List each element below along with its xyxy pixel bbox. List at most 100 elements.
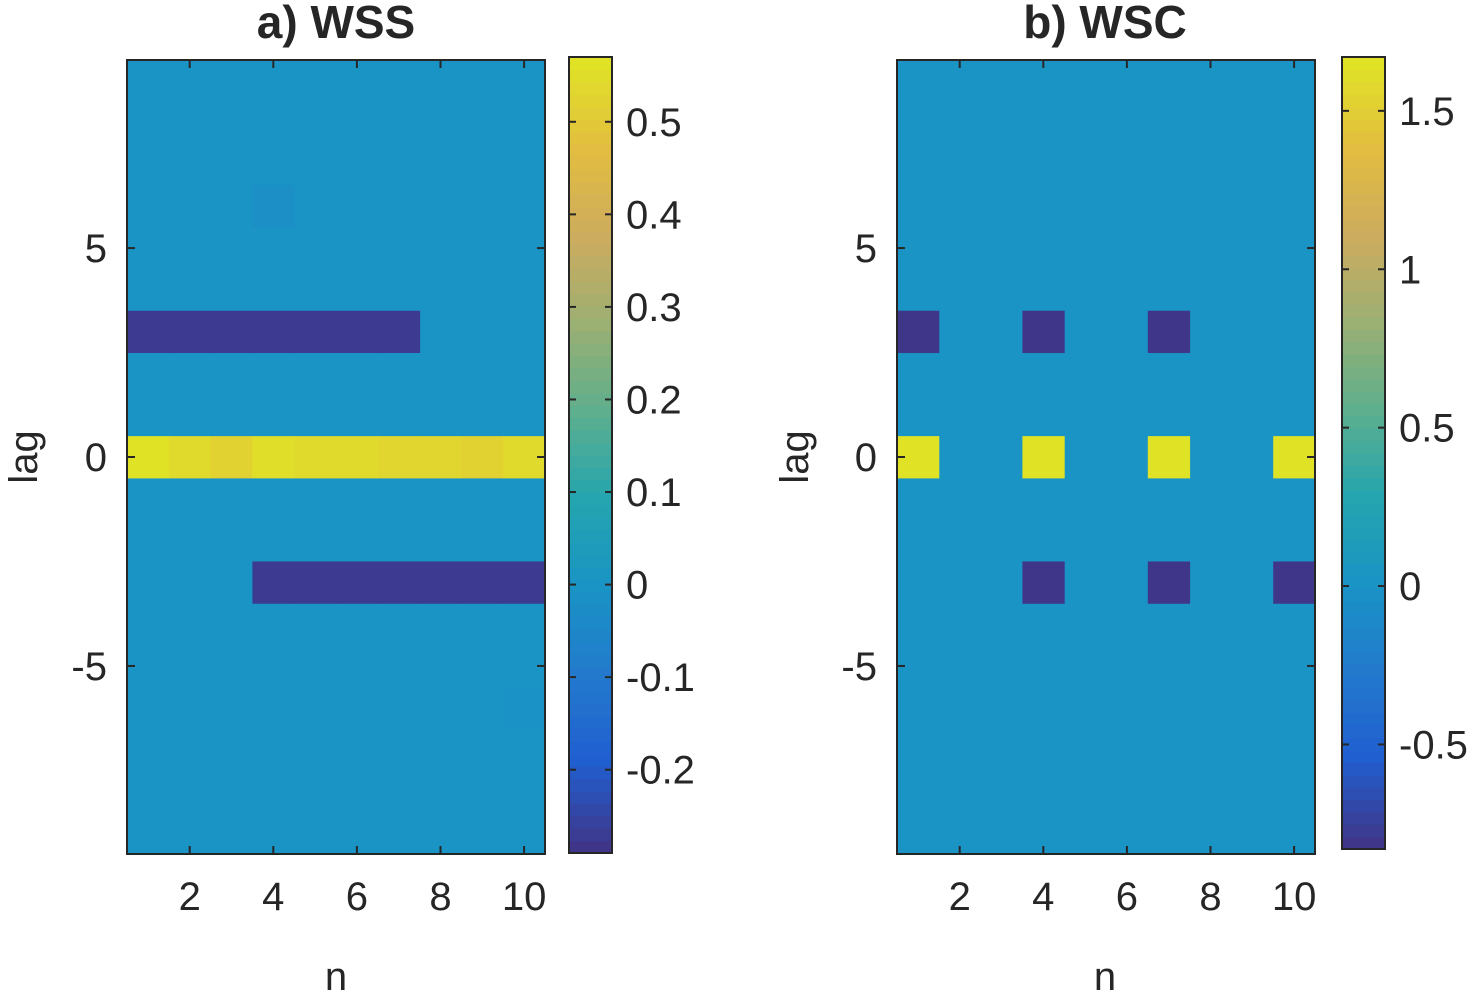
colorbar-step xyxy=(1342,230,1385,244)
colorbar-step xyxy=(569,417,612,431)
colorbar-step xyxy=(569,591,612,605)
colorbar-step xyxy=(569,753,612,767)
panel-b-heatmap xyxy=(897,60,1316,854)
colorbar-step xyxy=(569,691,612,705)
colorbar-step xyxy=(1342,737,1385,751)
colorbar-step xyxy=(1342,836,1385,850)
panel-a-x-label: n xyxy=(325,955,347,996)
colorbar-step xyxy=(569,355,612,369)
colorbar-step xyxy=(1342,391,1385,405)
colorbar-step xyxy=(569,57,612,71)
colorbar-step xyxy=(1342,354,1385,367)
colorbar-step xyxy=(1342,217,1385,231)
colorbar-step xyxy=(569,492,612,506)
colorbar-step xyxy=(1342,168,1385,182)
heatmap-cell xyxy=(336,436,379,479)
colorbar-step xyxy=(569,367,612,381)
colorbar-step xyxy=(1342,514,1385,528)
colorbar-step xyxy=(1342,180,1385,194)
colorbar-step xyxy=(1342,415,1385,429)
x-tick-label: 4 xyxy=(262,875,284,919)
colorbar-step xyxy=(1342,589,1385,603)
heatmap-cell xyxy=(127,310,170,354)
colorbar-step xyxy=(569,778,612,792)
colorbar-step xyxy=(569,106,612,120)
colorbar-step xyxy=(1342,428,1385,442)
heatmap-cell xyxy=(336,561,379,604)
colorbar-step xyxy=(569,828,612,842)
colorbar-step xyxy=(569,231,612,245)
colorbar-step xyxy=(569,616,612,630)
colorbar-step xyxy=(1342,725,1385,739)
x-tick-label: 6 xyxy=(346,875,368,919)
colorbar-step xyxy=(1342,131,1385,145)
colorbar-step xyxy=(1342,193,1385,207)
colorbar-step xyxy=(569,144,612,158)
colorbar-tick-label: 1.5 xyxy=(1399,90,1455,134)
colorbar-step xyxy=(1342,378,1385,392)
colorbar-step xyxy=(569,604,612,618)
colorbar-step xyxy=(1342,601,1385,615)
colorbar-step xyxy=(1342,502,1385,516)
panel-a-y-label: lag xyxy=(2,430,46,483)
heatmap-background xyxy=(897,60,1315,854)
heatmap-cell xyxy=(252,436,295,479)
colorbar-step xyxy=(1342,576,1385,590)
panel-a-colorbar: -0.2 -0.1 0 0.1 0.2 0.3 0.4 0.5 xyxy=(568,56,695,854)
heatmap-cell xyxy=(252,310,295,354)
colorbar-step xyxy=(1342,81,1385,95)
panel-a-x-ticks: 2 4 6 8 10 xyxy=(179,60,546,919)
colorbar-step xyxy=(569,467,612,481)
colorbar-step xyxy=(569,193,612,207)
colorbar-step xyxy=(569,455,612,469)
heatmap-cell xyxy=(210,310,253,354)
colorbar-step xyxy=(569,392,612,406)
colorbar-step xyxy=(569,69,612,83)
heatmap-cell xyxy=(168,310,212,354)
colorbar-step xyxy=(569,442,612,456)
colorbar-step xyxy=(1342,774,1385,788)
colorbar-step xyxy=(569,181,612,195)
colorbar-step xyxy=(569,268,612,282)
colorbar-tick-label: -0.5 xyxy=(1399,723,1468,767)
heatmap-cell xyxy=(294,561,337,604)
colorbar-step xyxy=(1342,403,1385,417)
heatmap-cell xyxy=(1022,310,1065,354)
panel-b-colorbar: -0.5 0 0.5 1 1.5 xyxy=(1341,56,1468,850)
colorbar-step xyxy=(1342,156,1385,169)
colorbar-step xyxy=(1342,69,1385,83)
colorbar-step xyxy=(1342,255,1385,268)
colorbar-step xyxy=(1342,700,1385,714)
heatmap-cell xyxy=(336,310,379,354)
colorbar-step xyxy=(1342,613,1385,627)
colorbar-step xyxy=(569,840,612,854)
colorbar-tick-label: 0 xyxy=(1399,565,1421,609)
colorbar-step xyxy=(569,554,612,568)
colorbar-step xyxy=(1342,688,1385,702)
colorbar-step xyxy=(1342,279,1385,293)
colorbar-tick-label: 0.5 xyxy=(1399,407,1455,451)
colorbar-step xyxy=(1342,638,1385,652)
x-tick-label: 8 xyxy=(429,875,451,919)
colorbar-step xyxy=(1342,440,1385,454)
colorbar-step xyxy=(569,131,612,145)
y-tick-label: 5 xyxy=(855,227,877,271)
colorbar-step xyxy=(569,765,612,779)
colorbar-step xyxy=(569,168,612,182)
panel-b-title: b) WSC xyxy=(1023,0,1187,48)
y-tick-label: -5 xyxy=(841,645,877,689)
heatmap-cell xyxy=(461,561,504,604)
x-tick-label: 6 xyxy=(1116,875,1138,919)
colorbar-step xyxy=(1342,651,1385,664)
colorbar-step xyxy=(569,716,612,730)
colorbar-step xyxy=(569,654,612,668)
colorbar-step xyxy=(1342,118,1385,132)
heatmap-cell xyxy=(294,436,337,479)
heatmap-cell xyxy=(897,310,940,354)
heatmap-cell xyxy=(1147,561,1191,604)
colorbar-step xyxy=(1342,626,1385,640)
colorbar-tick-label: 0.5 xyxy=(626,101,682,145)
colorbar-step xyxy=(569,293,612,307)
colorbar-tick-label: -0.2 xyxy=(626,749,695,793)
